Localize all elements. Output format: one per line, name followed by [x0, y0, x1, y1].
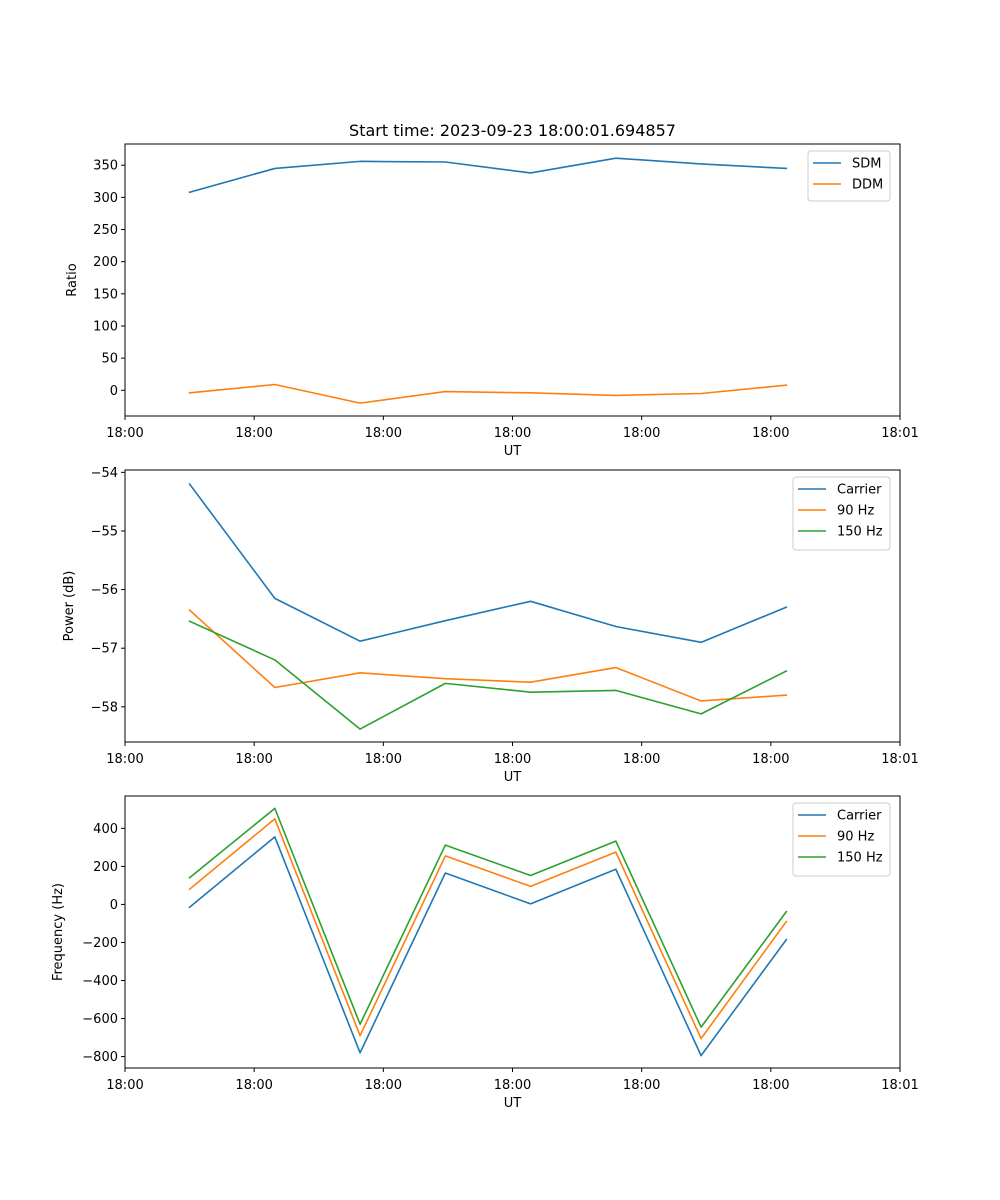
charts-container: 18:00 18:00 18:00 18:00 18:00 18:00 18:01 0 50 10… [51, 121, 919, 1111]
plot-area [125, 796, 900, 1068]
x-tick-label: 18:00 [494, 752, 531, 767]
legend-label: Carrier [837, 483, 882, 498]
x-tick-label: 18:00 [106, 1078, 143, 1093]
y-tick-label: 0 [110, 898, 118, 913]
legend-label: DDM [852, 178, 883, 193]
series-line-90-hz [188, 608, 788, 702]
series-line-90-hz [188, 818, 788, 1040]
y-tick-label: 0 [110, 384, 118, 399]
chart-panel-1: 18:00 18:00 18:00 18:00 18:00 18:00 18:01 0 50 10… [65, 121, 919, 459]
y-tick-label: −400 [82, 974, 118, 989]
y-tick-label: 200 [93, 255, 118, 270]
x-tick-label: 18:00 [365, 1078, 402, 1093]
x-tick-label: 18:00 [235, 1078, 272, 1093]
series-line-ddm [188, 383, 788, 404]
y-tick-label: −600 [82, 1012, 118, 1027]
y-axis-label: Ratio [65, 263, 80, 296]
x-tick-label: 18:00 [494, 1078, 531, 1093]
y-tick-label: 200 [93, 860, 118, 875]
legend-label: 90 Hz [837, 830, 874, 845]
legend-label: 150 Hz [837, 851, 883, 866]
y-tick-label: 400 [93, 822, 118, 837]
x-axis-label: UT [504, 770, 522, 785]
y-tick-label: 100 [93, 319, 118, 334]
y-tick-label: −200 [82, 936, 118, 951]
x-axis-label: UT [504, 444, 522, 459]
y-tick-label: −57 [91, 642, 118, 657]
y-axis-label: Power (dB) [62, 571, 77, 642]
y-tick-label: −55 [91, 524, 118, 539]
y-tick-label: 50 [101, 352, 118, 367]
y-tick-label: 150 [93, 287, 118, 302]
y-tick-label: −800 [82, 1050, 118, 1065]
chart-panel-2: 18:00 18:00 18:00 18:00 18:00 18:00 18:01 −58 −5… [62, 466, 919, 785]
legend-label: Carrier [837, 809, 882, 824]
x-tick-label: 18:01 [881, 1078, 918, 1093]
x-tick-label: 18:00 [752, 426, 789, 441]
x-tick-label: 18:00 [623, 1078, 660, 1093]
y-tick-label: 300 [93, 191, 118, 206]
chart-title: Start time: 2023-09-23 18:00:01.694857 [349, 121, 676, 140]
legend: Carrier 90 Hz 150 Hz [792, 802, 891, 877]
x-tick-label: 18:00 [752, 752, 789, 767]
legend-label: SDM [852, 157, 881, 172]
x-tick-label: 18:01 [881, 752, 918, 767]
series-line-sdm [188, 157, 788, 194]
x-tick-label: 18:00 [106, 426, 143, 441]
x-tick-label: 18:00 [494, 426, 531, 441]
x-tick-label: 18:01 [881, 426, 918, 441]
x-tick-label: 18:00 [365, 752, 402, 767]
y-axis-label: Frequency (Hz) [51, 883, 66, 981]
legend: SDM DDM [807, 150, 891, 202]
x-axis-label: UT [504, 1096, 522, 1111]
y-tick-label: −58 [91, 700, 118, 715]
chart-panel-3: 18:00 18:00 18:00 18:00 18:00 18:00 18:01 −800 −… [51, 795, 919, 1111]
y-tick-label: 250 [93, 223, 118, 238]
x-tick-label: 18:00 [106, 752, 143, 767]
x-tick-label: 18:00 [752, 1078, 789, 1093]
series-line-carrier [188, 482, 788, 644]
series-line-150-hz [188, 620, 788, 730]
x-tick-label: 18:00 [365, 426, 402, 441]
x-tick-label: 18:00 [623, 426, 660, 441]
x-tick-label: 18:00 [235, 426, 272, 441]
series-line-150-hz [188, 807, 788, 1028]
legend: Carrier 90 Hz 150 Hz [792, 476, 891, 551]
legend-label: 150 Hz [837, 525, 883, 540]
x-tick-label: 18:00 [623, 752, 660, 767]
series-line-carrier [188, 836, 788, 1057]
y-tick-label: −56 [91, 583, 118, 598]
plot-area [125, 144, 900, 416]
x-tick-label: 18:00 [235, 752, 272, 767]
legend-label: 90 Hz [837, 504, 874, 519]
y-tick-label: 350 [93, 159, 118, 174]
y-tick-label: −54 [91, 466, 118, 481]
